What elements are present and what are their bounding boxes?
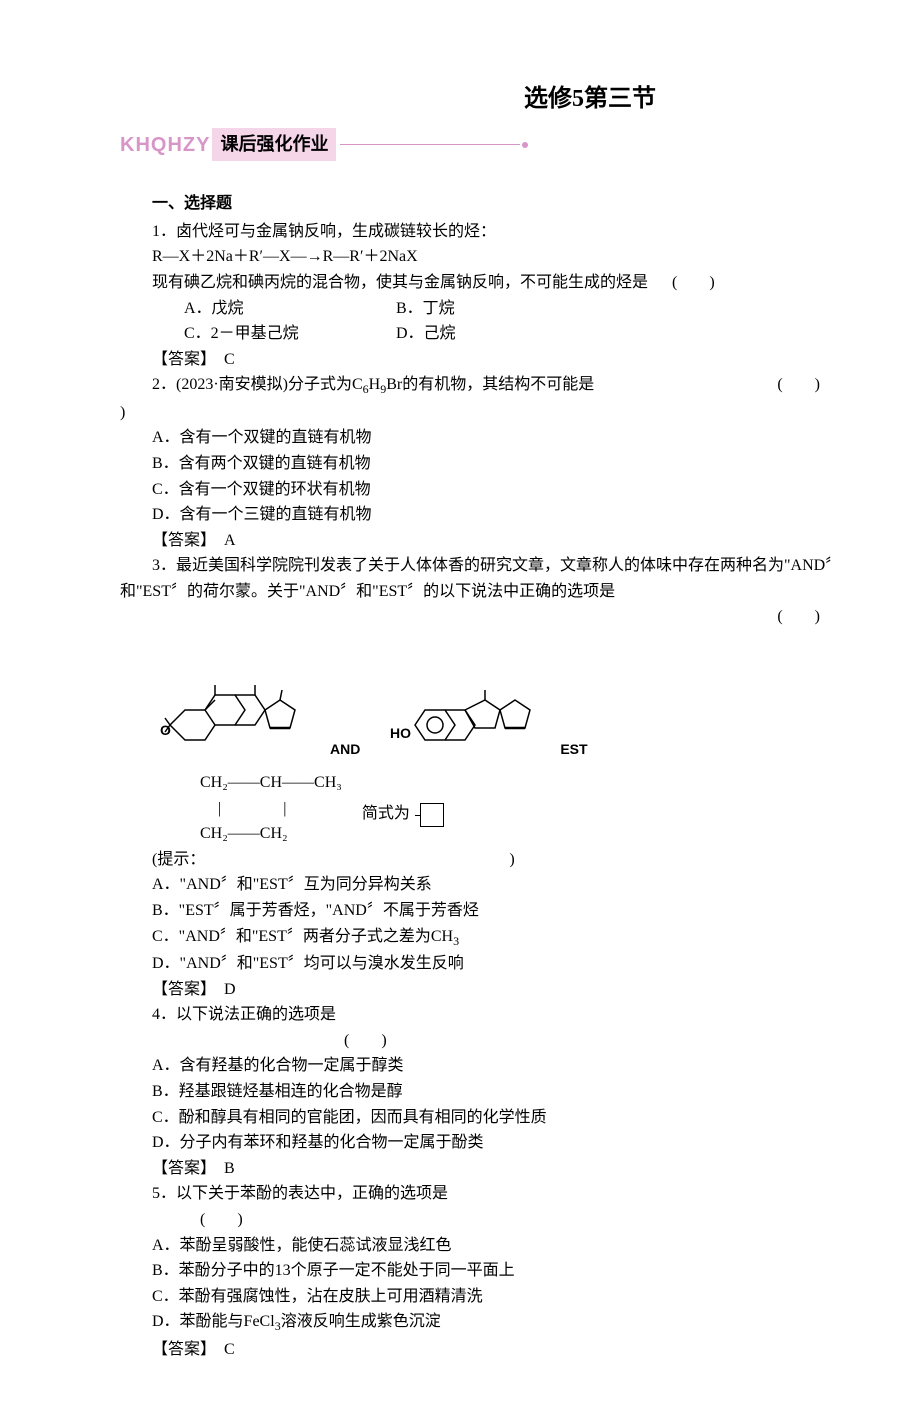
q1-answer: 【答案】 C bbox=[120, 347, 860, 373]
q4-answer-value: B bbox=[224, 1160, 235, 1177]
q1-optC: C．2－甲基己烷 bbox=[152, 321, 392, 347]
q1-options-row2: C．2－甲基己烷 D．己烷 bbox=[120, 321, 860, 347]
q1-paren: ( ) bbox=[672, 274, 715, 291]
q2-paren: ( ) bbox=[745, 372, 820, 398]
q3-optB: B．"EST〞属于芳香烃，"AND〞不属于芳香烃 bbox=[120, 898, 860, 924]
q2-text-c: Br的有机物，其结构不可能是 bbox=[386, 376, 594, 393]
content-body: 一、选择题 1．卤代烃可与金属钠反响，生成碳链较长的烃： R—X＋2Na＋R′—… bbox=[120, 191, 860, 1362]
section-heading: 一、选择题 bbox=[120, 191, 860, 217]
q2-text-b: H bbox=[369, 376, 381, 393]
hint-suffix: ) bbox=[509, 851, 514, 868]
q1-optB: B．丁烷 bbox=[396, 300, 455, 317]
q4-answer: 【答案】 B bbox=[120, 1156, 860, 1182]
q4-optD: D．分子内有苯环和羟基的化合物一定属于酚类 bbox=[120, 1130, 860, 1156]
est-label: EST bbox=[560, 738, 587, 760]
banner-text: 课后强化作业 bbox=[212, 128, 336, 161]
q5-answer-label: 【答案】 bbox=[152, 1341, 208, 1358]
hint-formula-top: CH₂——CH——CH₃ bbox=[200, 770, 342, 796]
q3-diagrams: O AND HO EST bbox=[160, 650, 860, 760]
q5-optD: D．苯酚能与FeCl3溶液反响生成紫色沉淀 bbox=[120, 1309, 860, 1336]
q3-optC-sub: 3 bbox=[453, 934, 459, 948]
q2-stem: 2．(2023·南安模拟)分子式为C6H9Br的有机物，其结构不可能是 ( ) bbox=[120, 372, 860, 399]
and-structure-icon: O bbox=[160, 650, 320, 760]
q5-answer-value: C bbox=[224, 1341, 235, 1358]
and-label: AND bbox=[330, 738, 360, 760]
q4-optB: B．羟基跟链烃基相连的化合物是醇 bbox=[120, 1079, 860, 1105]
q2-optD: D．含有一个三键的直链有机物 bbox=[120, 502, 860, 528]
banner-code: KHQHZY bbox=[120, 129, 210, 161]
q5-optB: B．苯酚分子中的13个原子一定不能处于同一平面上 bbox=[120, 1258, 860, 1284]
q5-optD-b: 溶液反响生成紫色沉淀 bbox=[281, 1313, 441, 1330]
svg-text:O: O bbox=[160, 722, 171, 738]
q1-stem-text: 现有碘乙烷和碘丙烷的混合物，使其与金属钠反响，不可能生成的烃是 bbox=[152, 274, 648, 291]
q3-paren: ( ) bbox=[777, 604, 820, 630]
q5-optC: C．苯酚有强腐蚀性，沾在皮肤上可用酒精清洗 bbox=[120, 1284, 860, 1310]
q2-optA: A．含有一个双键的直链有机物 bbox=[120, 425, 860, 451]
q2-answer-value: A bbox=[224, 532, 236, 549]
q3-optD: D．"AND〞和"EST〞均可以与溴水发生反响 bbox=[120, 951, 860, 977]
q5-optA: A．苯酚呈弱酸性，能使石蕊试液显浅红色 bbox=[120, 1233, 860, 1259]
q4-stem: 4．以下说法正确的选项是 bbox=[120, 1002, 860, 1028]
section-banner: KHQHZY 课后强化作业 bbox=[120, 128, 860, 161]
q5-answer: 【答案】 C bbox=[120, 1337, 860, 1363]
q1-answer-label: 【答案】 bbox=[152, 351, 208, 368]
q1-options-row1: A．戊烷 B．丁烷 bbox=[120, 296, 860, 322]
square-icon bbox=[420, 803, 444, 827]
q3-answer: 【答案】 D bbox=[120, 977, 860, 1003]
q1-answer-value: C bbox=[224, 351, 235, 368]
q2-optB: B．含有两个双键的直链有机物 bbox=[120, 451, 860, 477]
q3-est-block: HO EST bbox=[390, 650, 587, 760]
q2-answer: 【答案】 A bbox=[120, 528, 860, 554]
q4-paren: ( ) bbox=[344, 1028, 860, 1054]
hint-mid: 简式为 bbox=[362, 801, 410, 827]
q1-optA: A．戊烷 bbox=[152, 296, 392, 322]
svg-text:HO: HO bbox=[390, 725, 411, 741]
q5-paren: ( ) bbox=[200, 1207, 860, 1233]
q3-answer-value: D bbox=[224, 981, 236, 998]
q2-optC: C．含有一个双键的环状有机物 bbox=[120, 477, 860, 503]
q3-and-block: O AND bbox=[160, 650, 360, 760]
q3-stem: 3．最近美国科学院院刊发表了关于人体体香的研究文章，文章称人的体味中存在两种名为… bbox=[120, 553, 860, 604]
banner-dot bbox=[522, 142, 528, 148]
q3-answer-label: 【答案】 bbox=[152, 981, 208, 998]
q1-equation: R—X＋2Na＋R′—X―→R—R′＋2NaX bbox=[120, 244, 860, 270]
est-structure-icon: HO bbox=[390, 650, 550, 760]
q3-optC-a: C．"AND〞和"EST〞两者分子式之差为CH bbox=[152, 928, 453, 945]
banner-line bbox=[340, 144, 520, 145]
q2-text-a: 2．(2023·南安模拟)分子式为C bbox=[152, 376, 363, 393]
q5-stem: 5．以下关于苯酚的表达中，正确的选项是 bbox=[120, 1181, 860, 1207]
q4-optA: A．含有羟基的化合物一定属于醇类 bbox=[120, 1053, 860, 1079]
q1-optD: D．己烷 bbox=[396, 325, 456, 342]
q3-hint: CH₂——CH——CH₃ | | CH₂——CH₂ 简式为 bbox=[120, 770, 860, 847]
q1-stem-1: 1．卤代烃可与金属钠反响，生成碳链较长的烃： bbox=[120, 219, 860, 245]
hint-prefix: (提示： bbox=[152, 851, 205, 868]
q4-optC: C．酚和醇具有相同的官能团，因而具有相同的化学性质 bbox=[120, 1105, 860, 1131]
q1-stem-2: 现有碘乙烷和碘丙烷的混合物，使其与金属钠反响，不可能生成的烃是 ( ) bbox=[120, 270, 860, 296]
page-title: 选修5第三节 bbox=[320, 80, 860, 118]
q5-optD-a: D．苯酚能与FeCl bbox=[152, 1313, 275, 1330]
q3-hint-wrap: (提示： ) bbox=[120, 847, 860, 873]
q2-paren-close: ) bbox=[120, 400, 860, 426]
q4-answer-label: 【答案】 bbox=[152, 1160, 208, 1177]
q3-optA: A．"AND〞和"EST〞互为同分异构关系 bbox=[120, 872, 860, 898]
q3-paren-row: ( ) bbox=[120, 604, 860, 630]
q2-answer-label: 【答案】 bbox=[152, 532, 208, 549]
hint-formula-bot: CH₂——CH₂ bbox=[200, 821, 342, 847]
q3-optC: C．"AND〞和"EST〞两者分子式之差为CH3 bbox=[120, 924, 860, 951]
